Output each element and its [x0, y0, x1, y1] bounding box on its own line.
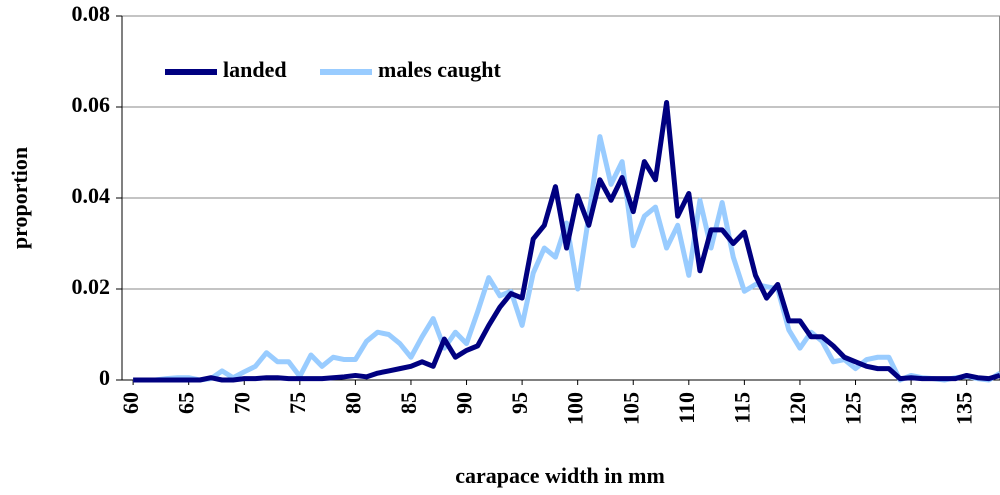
- series-line: [133, 134, 1000, 383]
- y-tick-label: 0.06: [72, 92, 111, 117]
- x-tick-label: 75: [285, 392, 310, 414]
- x-tick-label: 115: [729, 392, 754, 424]
- x-tick-label: 125: [841, 392, 866, 425]
- y-axis-title: proportion: [7, 147, 32, 249]
- legend-label: landed: [223, 57, 287, 82]
- x-tick-label: 80: [340, 392, 365, 414]
- x-tick-label: 65: [174, 392, 199, 414]
- x-axis-title: carapace width in mm: [455, 463, 665, 488]
- legend-label: males caught: [378, 57, 502, 82]
- y-tick-label: 0.04: [72, 183, 111, 208]
- y-tick-label: 0.02: [72, 274, 111, 299]
- x-tick-label: 70: [229, 392, 254, 414]
- x-tick-label: 85: [396, 392, 421, 414]
- x-tick-label: 100: [563, 392, 588, 425]
- y-tick-label: 0.08: [72, 1, 111, 26]
- x-tick-label: 130: [896, 392, 921, 425]
- x-tick-label: 90: [452, 392, 477, 414]
- x-tick-label: 95: [507, 392, 532, 414]
- x-tick-label: 135: [952, 392, 977, 425]
- x-tick-label: 105: [618, 392, 643, 425]
- x-tick-label: 60: [118, 392, 143, 414]
- x-tick-label: 110: [674, 392, 699, 424]
- series-line: [133, 99, 1000, 383]
- y-tick-label: 0: [99, 365, 110, 390]
- x-tick-label: 120: [785, 392, 810, 425]
